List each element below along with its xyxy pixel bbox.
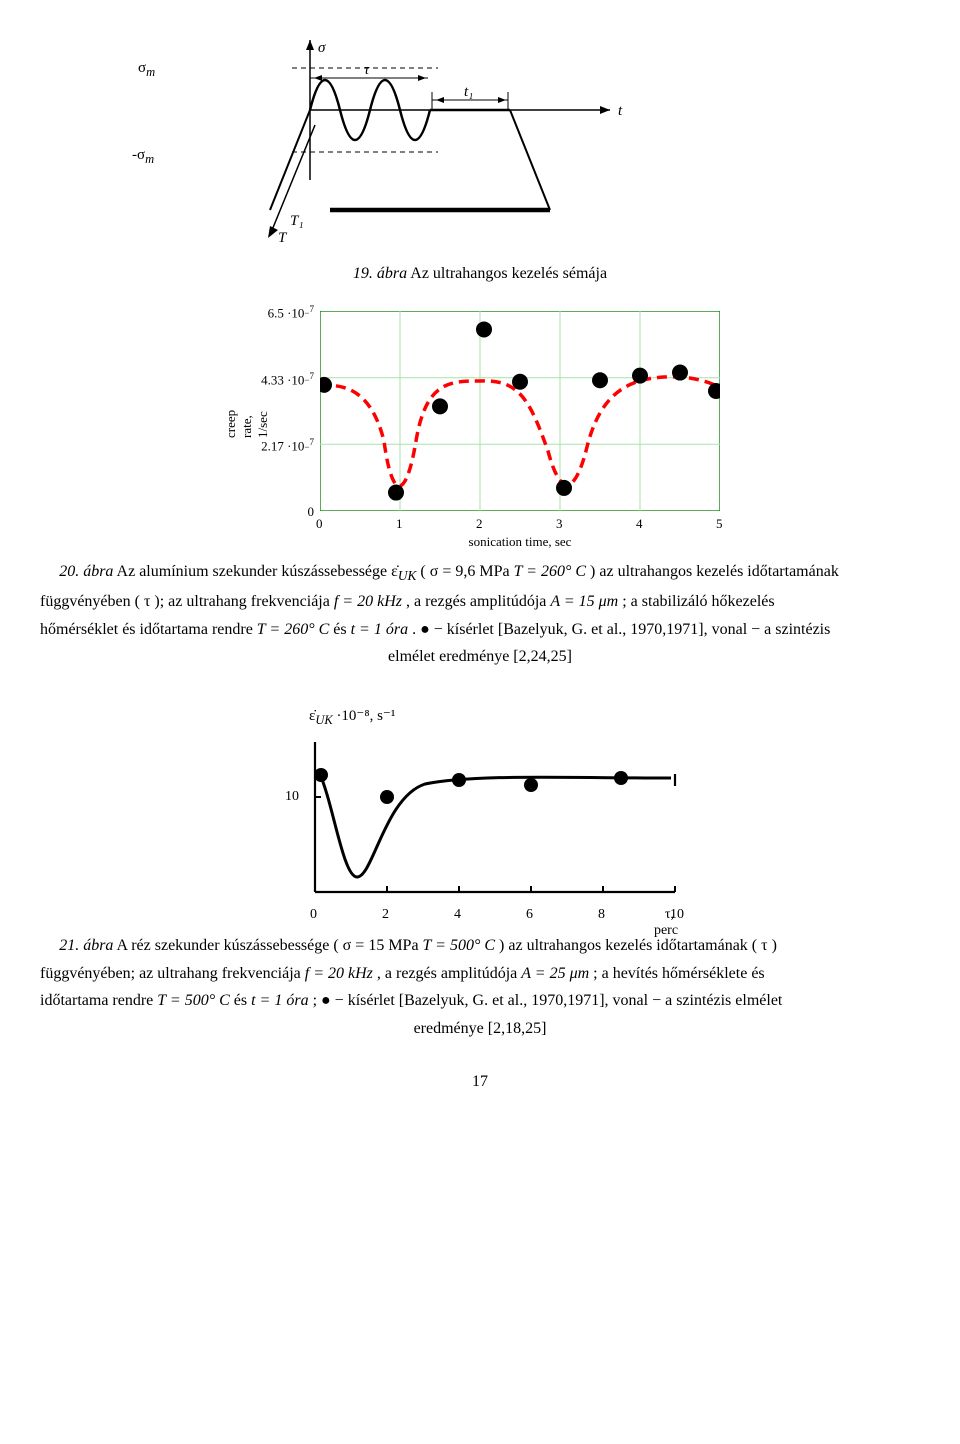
fig20-caption-p3: hőmérséklet és időtartama rendre T = 260… [40,619,920,641]
fig19-diagram: σ τ t₁ t T₁ T [210,30,920,255]
fig21-ylabel: ε̇UK ·10⁻⁸, s⁻¹ [309,706,685,728]
fig19-svg: σ τ t₁ t T₁ T [210,30,650,250]
label-t: t [618,103,623,119]
fig19-container: σ τ t₁ t T₁ T σm -σm [40,30,920,255]
fig21-caption-p1: 21. ábra A réz szekunder kúszássebessége… [40,935,920,957]
fig20-xticks: 012345 [320,516,720,532]
neg-sigma-m-label: -σm [132,147,154,167]
fig21-chart [305,732,685,902]
fig21-container: ε̇UK ·10⁻⁸, s⁻¹ 10 0246810 τ, perc [40,706,920,925]
label-t1: t₁ [464,84,473,100]
label-T: T [278,230,288,246]
fig19-caption: 19. ábra Az ultrahangos kezelés sémája [40,265,920,283]
fig21-caption-p2: függvényében; az ultrahang frekvenciája … [40,963,920,985]
fig20-caption-p2: függvényében ( τ ); az ultrahang frekven… [40,591,920,613]
fig20-caption-p4: elmélet eredménye [2,24,25] [40,646,920,668]
fig20-container: creep rate, 1/sec 6.5 ·10−74.33 ·10−72.1… [40,311,920,555]
fig20-xlabel: sonication time, sec [320,534,720,550]
fig20-chart [320,311,720,511]
fig20-yticks: 6.5 ·10−74.33 ·10−72.17 ·10−70 [258,311,314,511]
fig21-caption-p3: időtartama rendre T = 500° C és t = 1 ór… [40,990,920,1012]
fig20-caption-p1: 20. ábra Az alumínium szekunder kúszásse… [40,561,920,585]
page-number: 17 [40,1073,920,1091]
fig21-caption-p4: eredménye [2,18,25] [40,1018,920,1040]
sigma-m-label: σm [138,60,155,80]
fig21-yticks: 10 [275,732,299,892]
label-tau: τ [364,62,370,78]
label-sigma: σ [318,40,326,56]
fig21-xticks: 0246810 τ, perc [305,907,685,925]
label-T1: T₁ [290,213,304,229]
